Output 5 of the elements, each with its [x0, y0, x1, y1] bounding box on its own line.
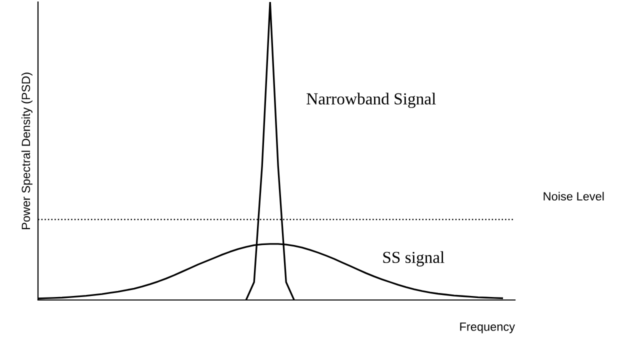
ref-line-label: Noise Level [544, 192, 604, 201]
x-axis-title: Frequency [460, 322, 515, 334]
y-axis-title: Power Spectral Density (PSD) [21, 72, 32, 230]
series-label: SS signal [383, 251, 444, 266]
series-label: Narrowband Signal [306, 92, 436, 108]
